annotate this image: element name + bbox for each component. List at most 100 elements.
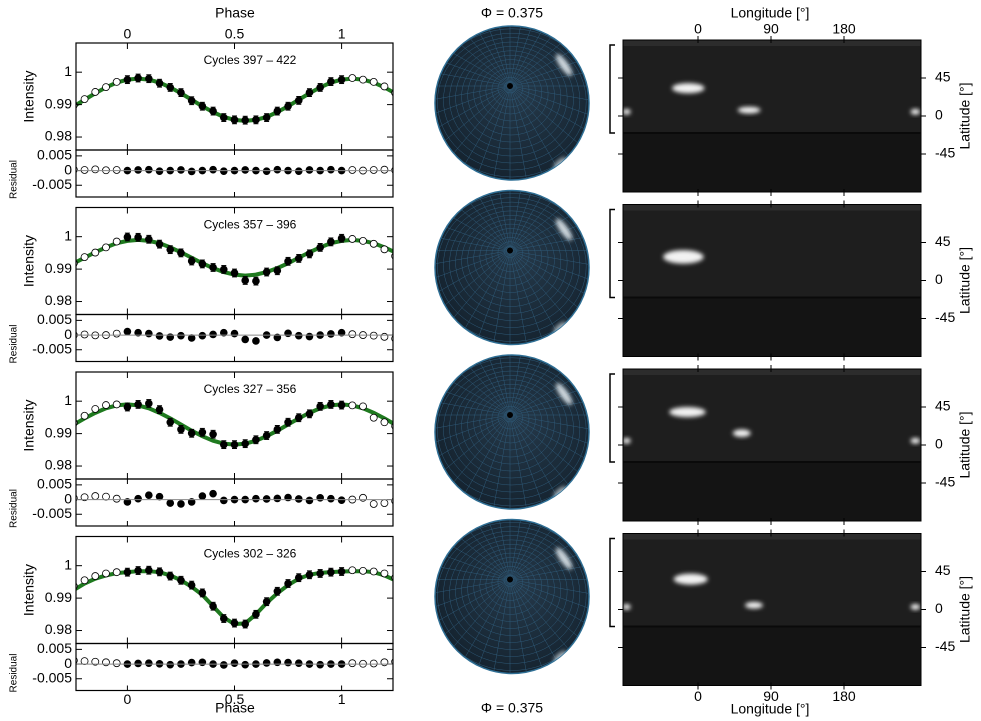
residual-point <box>209 489 217 498</box>
map-pole-band <box>623 533 921 540</box>
residual-point <box>177 166 185 174</box>
sphere-meridian <box>509 85 589 145</box>
map-x-tick-label: 180 <box>832 21 856 37</box>
x-tick-label: 0.5 <box>225 26 245 42</box>
y-tick-label: 0.99 <box>45 424 72 440</box>
sphere-latitude <box>491 401 530 437</box>
sphere-meridian <box>435 85 511 145</box>
residual-frame <box>75 313 394 363</box>
residual-point <box>123 327 132 336</box>
data-point <box>123 75 132 84</box>
latitude-label: Latitude [°] <box>957 576 973 643</box>
x-tick-label: 0 <box>124 691 132 707</box>
sphere-meridian <box>509 85 540 180</box>
sphere-meridian <box>509 414 589 509</box>
sphere-meridian <box>509 56 589 87</box>
data-point <box>123 403 132 411</box>
map-hidden-band <box>623 297 921 357</box>
sphere-meridian <box>509 414 589 501</box>
sphere-meridian <box>435 190 511 251</box>
sphere-latitude <box>449 206 574 321</box>
sphere-meridian <box>509 190 589 251</box>
sphere-meridian <box>509 85 589 180</box>
spot <box>669 407 706 418</box>
repeated-point <box>80 411 89 420</box>
data-point <box>166 418 175 427</box>
repeated-residual <box>380 499 389 507</box>
sphere-meridian <box>480 355 511 416</box>
sphere-meridian <box>509 355 589 416</box>
repeated-residual <box>380 658 389 667</box>
y-tick-label: 0.99 <box>45 589 72 605</box>
sphere-grid <box>435 355 589 509</box>
data-point <box>209 107 217 115</box>
repeated-point <box>369 239 378 248</box>
model-line <box>76 569 393 627</box>
plot-area <box>76 73 393 176</box>
residual-point <box>230 659 239 667</box>
sphere-latitude <box>485 232 536 279</box>
repeated-residual <box>112 166 121 174</box>
sphere-meridian <box>435 26 511 87</box>
plot-area <box>76 232 393 345</box>
sphere-latitude <box>497 405 523 430</box>
repeated-residual <box>80 166 89 174</box>
sphere-pole <box>507 247 513 254</box>
sphere-latitude <box>435 193 589 342</box>
sphere-meridian <box>435 579 511 674</box>
residual-tick-label: 0.005 <box>37 147 72 163</box>
map-y-tick-label: 0 <box>935 436 943 452</box>
plot-area <box>76 565 393 669</box>
map-x-tick-label: 90 <box>763 688 779 704</box>
sphere-meridian <box>509 192 589 251</box>
spot <box>623 437 631 444</box>
residual-point <box>262 167 271 175</box>
residual-point <box>316 660 324 669</box>
residual-point <box>145 659 153 667</box>
phase-label-top: Phase <box>215 5 255 21</box>
repeated-point <box>80 576 89 585</box>
repeated-residual <box>91 165 100 174</box>
data-point <box>145 235 153 244</box>
data-point <box>177 88 185 97</box>
sphere-latitude <box>455 210 568 314</box>
sphere-meridian <box>509 190 589 251</box>
spot <box>672 83 705 94</box>
spot <box>673 573 708 585</box>
y-tick-label: 0.98 <box>45 457 72 473</box>
residual-point <box>284 493 292 502</box>
repeated-residual <box>359 493 367 502</box>
sphere-meridian <box>509 519 569 580</box>
sphere-meridian <box>435 579 511 674</box>
data-point <box>209 430 217 439</box>
data-point <box>145 566 153 575</box>
y-tick-label: 0.98 <box>45 621 72 637</box>
data-point <box>273 107 282 115</box>
repeated-point <box>380 569 389 578</box>
repeated-residual <box>380 165 389 174</box>
y-tick-label: 0.98 <box>45 128 72 144</box>
repeated-point <box>380 82 389 91</box>
data-point <box>305 570 314 579</box>
sphere-meridian <box>509 85 589 180</box>
sphere-latitude <box>479 63 542 122</box>
sphere-latitude <box>455 46 568 150</box>
sphere-spot <box>555 547 573 570</box>
repeated-point <box>369 78 378 86</box>
sphere-meridian <box>509 579 589 638</box>
data-point <box>252 435 260 444</box>
data-point <box>316 569 324 578</box>
residual-point <box>145 491 153 499</box>
sphere-latitude <box>455 539 568 643</box>
repeated-point <box>112 237 121 246</box>
map-area <box>623 204 921 357</box>
residual-point <box>177 500 185 508</box>
data-point <box>337 234 346 243</box>
visibility-bracket <box>609 537 615 628</box>
map-area <box>623 369 921 521</box>
residual-tick-label: 0 <box>64 326 72 342</box>
sphere-meridian <box>435 85 511 116</box>
repeated-point <box>102 83 110 91</box>
residual-point <box>305 496 314 505</box>
data-point <box>316 83 324 92</box>
